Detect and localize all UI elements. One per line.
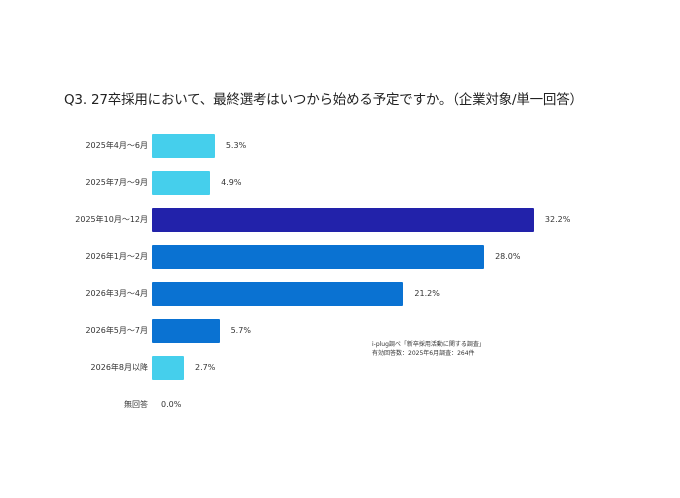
source-note: i-plug調べ「新卒採用活動に関する調査」 有効回答数：2025年6月調査：2…: [372, 340, 485, 358]
bar: [152, 171, 211, 195]
chart-title: Q3. 27卒採用において、最終選考はいつから始める予定ですか。（企業対象/単一…: [64, 92, 583, 108]
value-label: 28.0%: [495, 252, 521, 261]
value-label: 2.7%: [195, 363, 216, 372]
bar: [152, 245, 485, 269]
value-label: 21.2%: [414, 289, 440, 298]
category-label: 2026年3月～4月: [85, 289, 148, 298]
category-label: 2025年7月～9月: [85, 178, 148, 187]
bar-row: 2025年7月～9月 4.9%: [0, 171, 680, 195]
category-label: 無回答: [124, 400, 148, 409]
bar: [152, 282, 404, 306]
value-label: 4.9%: [221, 178, 242, 187]
value-label: 32.2%: [544, 215, 571, 224]
source-note-line2: 有効回答数：2025年6月調査：264件: [372, 350, 475, 357]
value-label: 0.0%: [161, 400, 182, 409]
bar-row: 2026年3月～4月 21.2%: [0, 282, 680, 306]
category-label: 2026年8月以降: [90, 363, 148, 372]
category-label: 2025年10月～12月: [75, 215, 148, 224]
value-label: 5.3%: [225, 141, 247, 150]
bar-row: 無回答 0.0%: [0, 393, 680, 417]
bar: [152, 319, 220, 343]
bar: [152, 134, 215, 158]
bar: [152, 356, 185, 380]
bar-row: 2026年1月～2月 28.0%: [0, 245, 680, 269]
bar-row: 2026年8月以降 2.7%: [0, 356, 680, 380]
value-label: 5.7%: [230, 326, 251, 335]
bar-row: 2025年10月～12月 32.2%: [0, 208, 680, 232]
category-label: 2026年5月～7月: [85, 326, 148, 335]
bar-row: 2025年4月～6月 5.3%: [0, 134, 680, 158]
category-label: 2025年4月～6月: [85, 141, 148, 150]
source-note-line1: i-plug調べ「新卒採用活動に関する調査」: [372, 341, 485, 348]
bar: [152, 208, 534, 232]
category-label: 2026年1月～2月: [85, 252, 148, 261]
bar-row: 2026年5月～7月 5.7%: [0, 319, 680, 343]
